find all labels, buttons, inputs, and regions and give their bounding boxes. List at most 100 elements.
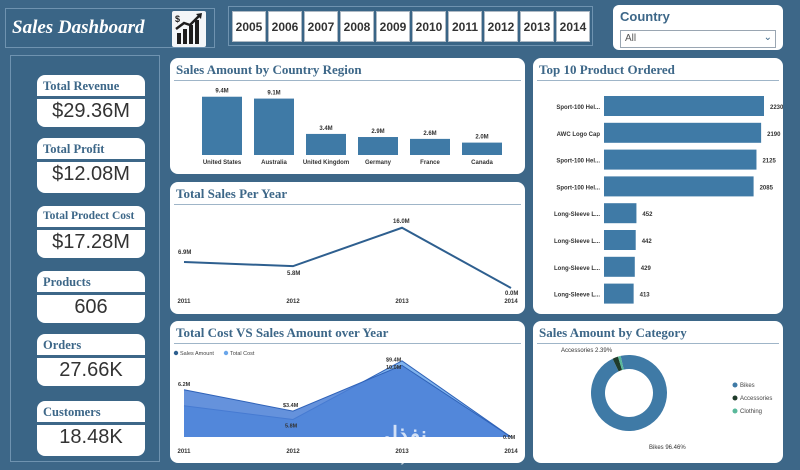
country-sales-card: Sales Amount by Country Region 9.4M Unite… (170, 58, 525, 174)
tick-label: 2011 (177, 299, 191, 305)
tick-label: Long-Sleeve L... (554, 293, 600, 299)
kpi-label: Total Revenue (43, 79, 120, 93)
top-products-card: Top 10 Product Ordered Sport-100 Hel... 2… (533, 58, 783, 314)
series-line (183, 226, 512, 289)
cost-sales-area-chart: Sales Amount Total Cost 6.2M $3.4M $9.4M 0.0M… (173, 350, 518, 455)
year-slicer: 2005 2006 2007 2008 2009 2010 2011 2012 … (228, 6, 593, 46)
data-label: 429 (641, 266, 652, 272)
tick-label: 2013 (395, 299, 409, 305)
tick-label: Sport-100 Hel... (556, 105, 600, 111)
kpi-card-products: Products 606 (37, 271, 145, 323)
year-button-2005[interactable]: 2005 (232, 11, 266, 42)
svg-text:nafezly.com: nafezly.com (366, 450, 434, 465)
country-bar-chart: 9.4M United States 9.1M Australia 3.4M United… (202, 89, 502, 166)
bar (604, 230, 636, 250)
kpi-card-orders: Orders 27.66K (37, 334, 145, 386)
tick-label: 2012 (286, 299, 300, 305)
year-button-2013[interactable]: 2013 (520, 11, 554, 42)
kpi-label: Total Prodect Cost (43, 210, 135, 222)
watermark-logo: نفذلي nafezly.com (366, 422, 434, 465)
tick-label: 2013 (395, 449, 409, 455)
country-dropdown[interactable]: All ⌄ (620, 30, 776, 48)
legend-label: Bikes (740, 383, 755, 389)
data-label: 5.8M (287, 271, 300, 277)
data-label: 2230 (770, 105, 783, 111)
kpi-value: $29.36M (52, 100, 130, 122)
legend-marker (173, 350, 179, 356)
tick-label: Long-Sleeve L... (554, 266, 600, 272)
tick-label: United Kingdom (303, 160, 349, 166)
slice (591, 355, 667, 431)
tick-label: 2012 (286, 449, 300, 455)
tick-label: AWC Logo Cap (557, 132, 601, 138)
chart-title: Top 10 Product Ordered (539, 62, 675, 77)
data-label: Accessories 2.39% (561, 348, 613, 354)
data-label: $9.4M (386, 357, 402, 363)
data-label: 16.0M (393, 219, 410, 225)
data-label: Bikes 96.46% (649, 445, 686, 451)
country-value: All (625, 33, 637, 44)
data-label: 5.8M (285, 423, 298, 429)
kpi-card-total-profit: Total Profit $12.08M (37, 138, 145, 193)
country-filter: Country All ⌄ (613, 5, 783, 50)
chevron-down-icon: ⌄ (763, 32, 772, 43)
category-donut-chart: Accessories 2.39% Bikes 96.46% Bikes Access… (561, 348, 772, 451)
kpi-card-customers: Customers 18.48K (37, 401, 145, 456)
kpi-card-total-product-cost: Total Prodect Cost $17.28M (37, 206, 145, 258)
year-button-2011[interactable]: 2011 (448, 11, 482, 42)
bar (202, 96, 242, 155)
title-bar: Sales Dashboard $ (5, 8, 215, 48)
legend-marker (732, 408, 738, 414)
year-button-2014[interactable]: 2014 (556, 11, 590, 42)
data-label: 442 (642, 239, 653, 245)
bar (604, 96, 764, 116)
tick-label: Canada (471, 160, 493, 166)
legend-label: Clothing (740, 409, 762, 415)
chart-title: Total Cost VS Sales Amount over Year (176, 325, 389, 340)
bar (604, 149, 757, 170)
legend-marker (732, 395, 738, 401)
data-label: 0.0M (505, 291, 518, 297)
legend-label: Accessories (740, 396, 772, 402)
bar (604, 256, 635, 277)
data-label: 2.9M (371, 129, 384, 135)
tick-label: Sport-100 Hel... (556, 185, 600, 191)
kpi-label: Orders (43, 338, 82, 352)
bar (410, 138, 450, 155)
year-button-2006[interactable]: 2006 (268, 11, 302, 42)
kpi-card-total-revenue: Total Revenue $29.36M (37, 75, 145, 127)
kpi-label: Products (43, 275, 91, 289)
kpi-panel: Total Revenue $29.36M Total Profit $12.0… (10, 55, 160, 462)
bar (604, 122, 762, 143)
year-button-2008[interactable]: 2008 (340, 11, 374, 42)
kpi-label: Customers (43, 405, 101, 419)
bar (604, 283, 634, 304)
legend-label: Sales Amount (180, 351, 214, 357)
tick-label: United States (203, 160, 242, 166)
data-label: 2.6M (423, 131, 436, 137)
yearly-sales-card: Total Sales Per Year 6.9M 2011 5.8M 2012 16.… (170, 182, 525, 314)
bar (604, 203, 637, 224)
chart-title: Total Sales Per Year (176, 186, 288, 201)
year-button-2007[interactable]: 2007 (304, 11, 338, 42)
cost-vs-sales-card: Total Cost VS Sales Amount over Year Sal… (170, 321, 525, 463)
bar (462, 142, 502, 155)
svg-text:نفذلي: نفذلي (373, 422, 427, 448)
year-button-2009[interactable]: 2009 (376, 11, 410, 42)
data-label: 452 (642, 212, 653, 218)
slice (612, 356, 623, 372)
series-area (184, 365, 511, 437)
tick-label: Sport-100 Hel... (556, 159, 600, 165)
data-label: 2085 (760, 185, 774, 191)
year-button-2010[interactable]: 2010 (412, 11, 446, 42)
chart-title: Sales Amount by Category (539, 325, 687, 340)
data-label: 2.0M (475, 135, 488, 141)
kpi-label: Total Profit (43, 142, 105, 156)
legend-marker (223, 350, 229, 356)
year-button-2012[interactable]: 2012 (484, 11, 518, 42)
slice (617, 355, 624, 371)
tick-label: 2014 (504, 449, 518, 455)
data-label: 413 (640, 293, 651, 299)
data-label: 6.9M (178, 250, 191, 256)
data-label: $3.4M (283, 403, 299, 409)
